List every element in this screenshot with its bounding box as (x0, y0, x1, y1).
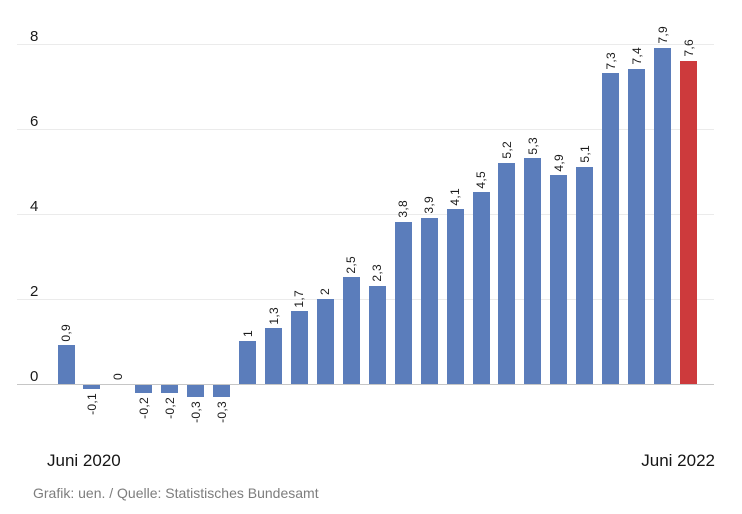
y-axis-tick-label: 0 (30, 367, 39, 385)
bar[interactable]: 1,7 (290, 290, 308, 384)
bar-value-label: -0,3 (188, 401, 203, 424)
y-axis-tick-label: 2 (30, 282, 39, 300)
bar-value-label: 5,2 (499, 140, 514, 159)
bar[interactable]: 4,9 (550, 154, 568, 384)
bar-value-label: 7,9 (655, 26, 670, 44)
x-axis-start-label: Juni 2020 (47, 451, 121, 470)
gridline (17, 128, 714, 130)
bar[interactable]: 0,9 (57, 324, 75, 384)
bar-value-label: 3,9 (422, 196, 437, 214)
bar-value-label: -0,3 (214, 401, 229, 424)
bar[interactable]: 4,5 (472, 171, 490, 384)
bar-value-label: 2 (318, 287, 333, 295)
x-axis-line (17, 383, 714, 385)
bar[interactable]: 2 (316, 288, 334, 384)
bar-value-label: 4,1 (448, 187, 463, 206)
bar[interactable]: 1,3 (265, 307, 283, 384)
bar[interactable]: -0,3 (187, 384, 205, 423)
bar-value-label: 1,3 (266, 306, 281, 325)
bar[interactable]: 5,3 (524, 137, 542, 384)
bar-highlighted[interactable]: 7,6 (680, 39, 698, 384)
bar-value-label: -0,2 (162, 397, 177, 419)
bar-value-label: 4,9 (551, 153, 566, 172)
bar-value-label: 3,8 (396, 200, 411, 218)
bar-value-label: 1 (240, 330, 255, 337)
bar-value-label: 5,3 (525, 136, 540, 155)
bar[interactable]: -0,2 (161, 384, 179, 419)
bar-value-label: 2,3 (370, 264, 385, 282)
bar-value-label: 0 (110, 372, 125, 380)
bar[interactable]: 1 (239, 330, 257, 384)
y-axis-tick-label: 8 (30, 27, 39, 45)
bar[interactable]: -0,2 (135, 384, 153, 419)
bar[interactable]: -0,3 (213, 384, 231, 423)
gridline (17, 43, 714, 45)
bar[interactable]: 4,1 (446, 188, 464, 384)
bar[interactable]: 3,9 (420, 196, 438, 384)
bar[interactable]: 2,3 (368, 264, 386, 384)
bar[interactable]: 7,4 (628, 47, 646, 384)
bar-value-label: -0,1 (84, 392, 99, 415)
bar-value-label: 5,1 (577, 145, 592, 163)
y-axis-tick-label: 4 (30, 197, 39, 215)
x-axis-end-label: Juni 2022 (641, 451, 715, 470)
bar-value-label: 1,7 (292, 289, 307, 308)
bar[interactable]: 3,8 (394, 200, 412, 384)
gridline (17, 298, 714, 300)
bar[interactable]: -0,1 (83, 384, 101, 415)
bar-value-label: 0,9 (59, 323, 73, 342)
gridline (17, 213, 714, 215)
bar-value-label: 4,5 (474, 170, 489, 189)
bar[interactable]: 7,9 (654, 26, 672, 384)
bar-value-label: 2,5 (344, 255, 359, 274)
y-axis-tick-label: 6 (30, 112, 39, 130)
bar[interactable]: 5,2 (498, 141, 516, 384)
bar[interactable]: 7,3 (602, 52, 620, 384)
bar-value-label: 7,4 (629, 47, 644, 65)
chart-credit: Grafik: uen. / Quelle: Statistisches Bun… (33, 485, 319, 501)
bar[interactable]: 5,1 (576, 145, 594, 384)
bar[interactable]: 2,5 (342, 256, 360, 384)
bar-value-label: 7,3 (603, 51, 618, 70)
bar-value-label: 7,6 (681, 38, 696, 57)
bar-value-label: -0,2 (136, 397, 151, 419)
